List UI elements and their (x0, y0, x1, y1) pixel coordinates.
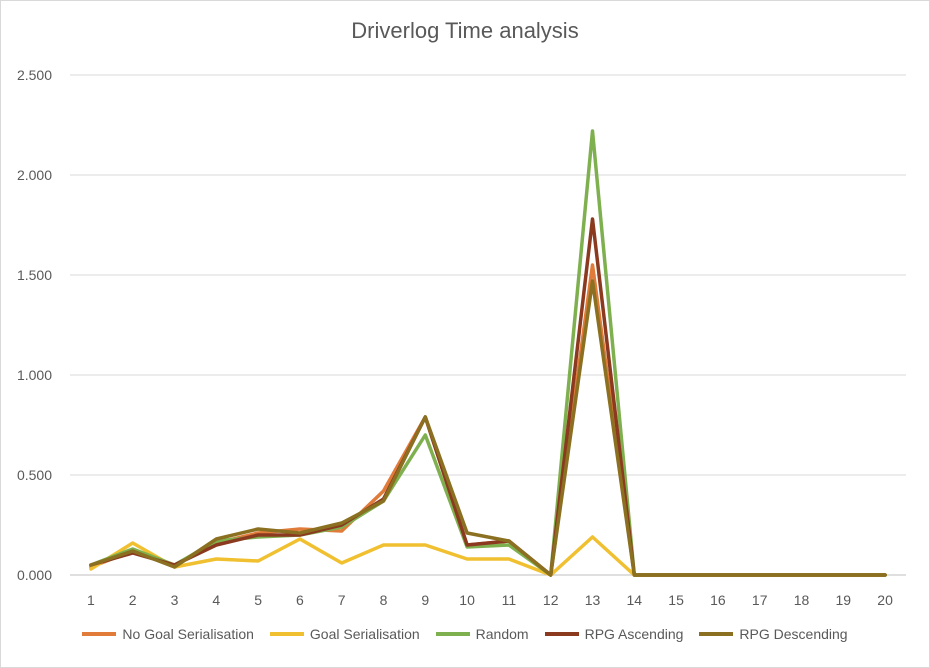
x-tick-label: 1 (87, 592, 95, 608)
x-tick-label: 3 (171, 592, 179, 608)
x-tick-label: 4 (212, 592, 220, 608)
legend-label: Random (475, 626, 529, 642)
x-tick-label: 8 (380, 592, 388, 608)
legend: No Goal Serialisation Goal Serialisation R… (0, 626, 930, 642)
x-tick-label: 19 (836, 592, 852, 608)
y-tick-label: 1.500 (17, 267, 52, 283)
x-tick-label: 17 (752, 592, 768, 608)
x-tick-label: 11 (502, 592, 517, 608)
series-line-3 (89, 129, 887, 577)
legend-item-3: Random (435, 626, 529, 642)
chart-title: Driverlog Time analysis (351, 18, 579, 43)
legend-label: RPG Ascending (584, 626, 684, 642)
series-layer (89, 129, 887, 577)
x-axis-ticks: 1 2 3 4 5 6 7 8 9 10 11 12 13 14 15 16 17 18 19 20 (87, 592, 893, 608)
x-tick-label: 16 (710, 592, 726, 608)
y-tick-label: 0.000 (17, 567, 52, 583)
x-tick-label: 13 (585, 592, 601, 608)
legend-item-2: Goal Serialisation (269, 626, 420, 642)
x-tick-label: 14 (627, 592, 643, 608)
x-tick-label: 15 (668, 592, 684, 608)
x-tick-label: 5 (254, 592, 262, 608)
x-tick-label: 7 (338, 592, 346, 608)
legend-swatch (435, 632, 470, 636)
series-line-4 (89, 217, 887, 577)
series-line-1 (89, 263, 887, 577)
legend-label: Goal Serialisation (309, 626, 420, 642)
series-line-5 (89, 279, 887, 577)
x-tick-label: 20 (877, 592, 893, 608)
legend-item-5: RPG Descending (699, 626, 848, 642)
x-tick-label: 2 (129, 592, 137, 608)
legend-swatch (699, 632, 734, 636)
legend-item-1: No Goal Serialisation (82, 626, 254, 642)
legend-swatch (544, 632, 579, 636)
legend-swatch (82, 632, 117, 636)
y-tick-label: 0.500 (17, 467, 52, 483)
legend-swatch (269, 632, 304, 636)
x-tick-label: 10 (459, 592, 475, 608)
y-axis-ticks: 0.000 0.500 1.000 1.500 2.000 2.500 (17, 67, 52, 583)
x-tick-label: 9 (421, 592, 429, 608)
y-tick-label: 2.000 (17, 167, 52, 183)
x-tick-label: 6 (296, 592, 304, 608)
x-tick-label: 12 (543, 592, 559, 608)
x-tick-label: 18 (794, 592, 810, 608)
legend-item-4: RPG Ascending (544, 626, 684, 642)
y-tick-label: 2.500 (17, 67, 52, 83)
grid-layer (70, 74, 906, 576)
y-tick-label: 1.000 (17, 367, 52, 383)
legend-label: No Goal Serialisation (122, 626, 254, 642)
legend-label: RPG Descending (739, 626, 848, 642)
